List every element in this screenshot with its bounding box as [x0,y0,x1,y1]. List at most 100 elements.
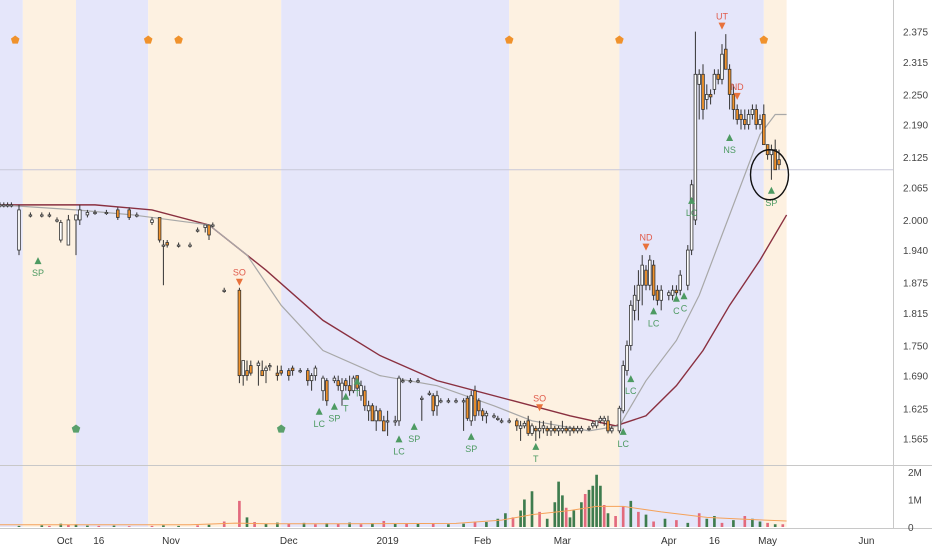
candle-body [28,214,33,217]
candle-body [290,367,295,372]
pentagon-marker-icon [143,35,153,44]
volume-bar [245,517,249,527]
signal-label: C [681,303,688,313]
candle-body [382,420,386,432]
time-tick-label: Dec [280,536,298,547]
candle-body [347,385,352,392]
volume-bar [264,523,268,527]
signal-up-arrow-icon [532,442,540,450]
volume-tick-label: 2M [908,468,922,479]
pentagon-marker-icon [504,35,514,44]
candle-body [743,119,747,125]
candle-body [621,365,625,412]
volume-bar [519,510,522,527]
candle-body [0,204,2,207]
signal-up-arrow-icon [410,422,418,430]
signal-label: UT [716,12,728,22]
background-band [0,0,23,527]
candle-body [632,294,637,311]
candle-body [431,395,435,412]
candle-body [686,249,690,286]
signal-up-arrow-icon [342,392,350,400]
candle-body [746,114,751,125]
volume-bar [572,510,576,527]
candle-body [534,427,538,432]
candle-body [572,427,576,432]
price-tick-label: 2.315 [903,58,928,69]
price-tick-label: 1.815 [903,309,928,320]
price-tick-label: 1.625 [903,404,928,415]
volume-bar [253,522,256,527]
candle-body [435,395,439,407]
volume-bar [530,491,534,527]
candle-body [40,214,44,217]
pentagon-marker-icon [10,35,20,44]
candle-body [762,114,766,146]
volume-bar [431,523,435,527]
candle-body [393,420,397,423]
candle-body [598,417,603,422]
volume-bar [112,525,116,527]
signal-label: T [533,454,539,464]
candle-body [587,427,591,430]
candle-body [366,405,371,412]
signal-label: C [673,306,680,316]
signal-up-arrow-icon [34,257,42,265]
volume-bar [557,481,560,527]
candle-body [754,109,758,125]
candle-body [712,73,717,90]
volume-bar [162,525,165,527]
time-tick-label: May [758,536,777,547]
price-tick-label: 1.690 [903,372,928,383]
candle-body [370,405,375,422]
volume-bar [196,525,199,527]
candle-body [245,370,249,377]
candle-body [606,420,610,432]
candle-body [720,53,724,80]
candle-body [135,214,139,217]
candle-body [465,397,470,419]
volume-bar [553,502,557,527]
candle-body [731,93,736,110]
candle-body [207,224,211,236]
candle-body [203,224,207,228]
candle-body [332,377,337,382]
signal-down-arrow-icon [235,278,243,286]
volume-bar [663,518,667,527]
candle-body [579,427,584,432]
candle-body [439,400,443,403]
candle-body [560,427,565,432]
signal-up-arrow-icon [767,186,775,194]
price-tick-label: 2.190 [903,121,928,132]
candle-body [321,377,325,392]
volume-bar [485,522,488,527]
signal-label: SO [533,393,546,403]
candle-body [161,244,166,247]
background-band [148,0,282,527]
volume-tick-label: 0 [908,523,914,534]
pentagon-marker-icon [71,424,81,433]
time-axis[interactable]: Oct 16 Nov Dec 2019 Feb Mar Apr 16 May Jun [57,536,875,547]
time-tick-label: 16 [709,536,721,547]
candle-body [530,425,534,434]
candle-body [275,372,280,377]
volume-bar [207,524,211,527]
volume-bar [405,523,408,527]
volume-bar [773,524,777,527]
volume-bar [675,520,678,527]
signal-up-arrow-icon [672,294,680,302]
time-tick-label: Feb [474,536,492,547]
price-axis[interactable]: 2.375 2.315 2.250 2.190 2.125 2.065 2.000 1.940… [903,28,928,446]
candle-body [374,410,378,422]
candle-body [165,242,169,246]
volume-bar [496,518,500,527]
volume-pane [0,474,787,527]
volume-bar [447,524,450,527]
volume-bar [67,524,70,527]
candles[interactable] [0,31,781,441]
price-tick-label: 2.000 [903,216,928,227]
time-tick-label: Nov [162,536,180,547]
signal-label: NS [723,145,736,155]
